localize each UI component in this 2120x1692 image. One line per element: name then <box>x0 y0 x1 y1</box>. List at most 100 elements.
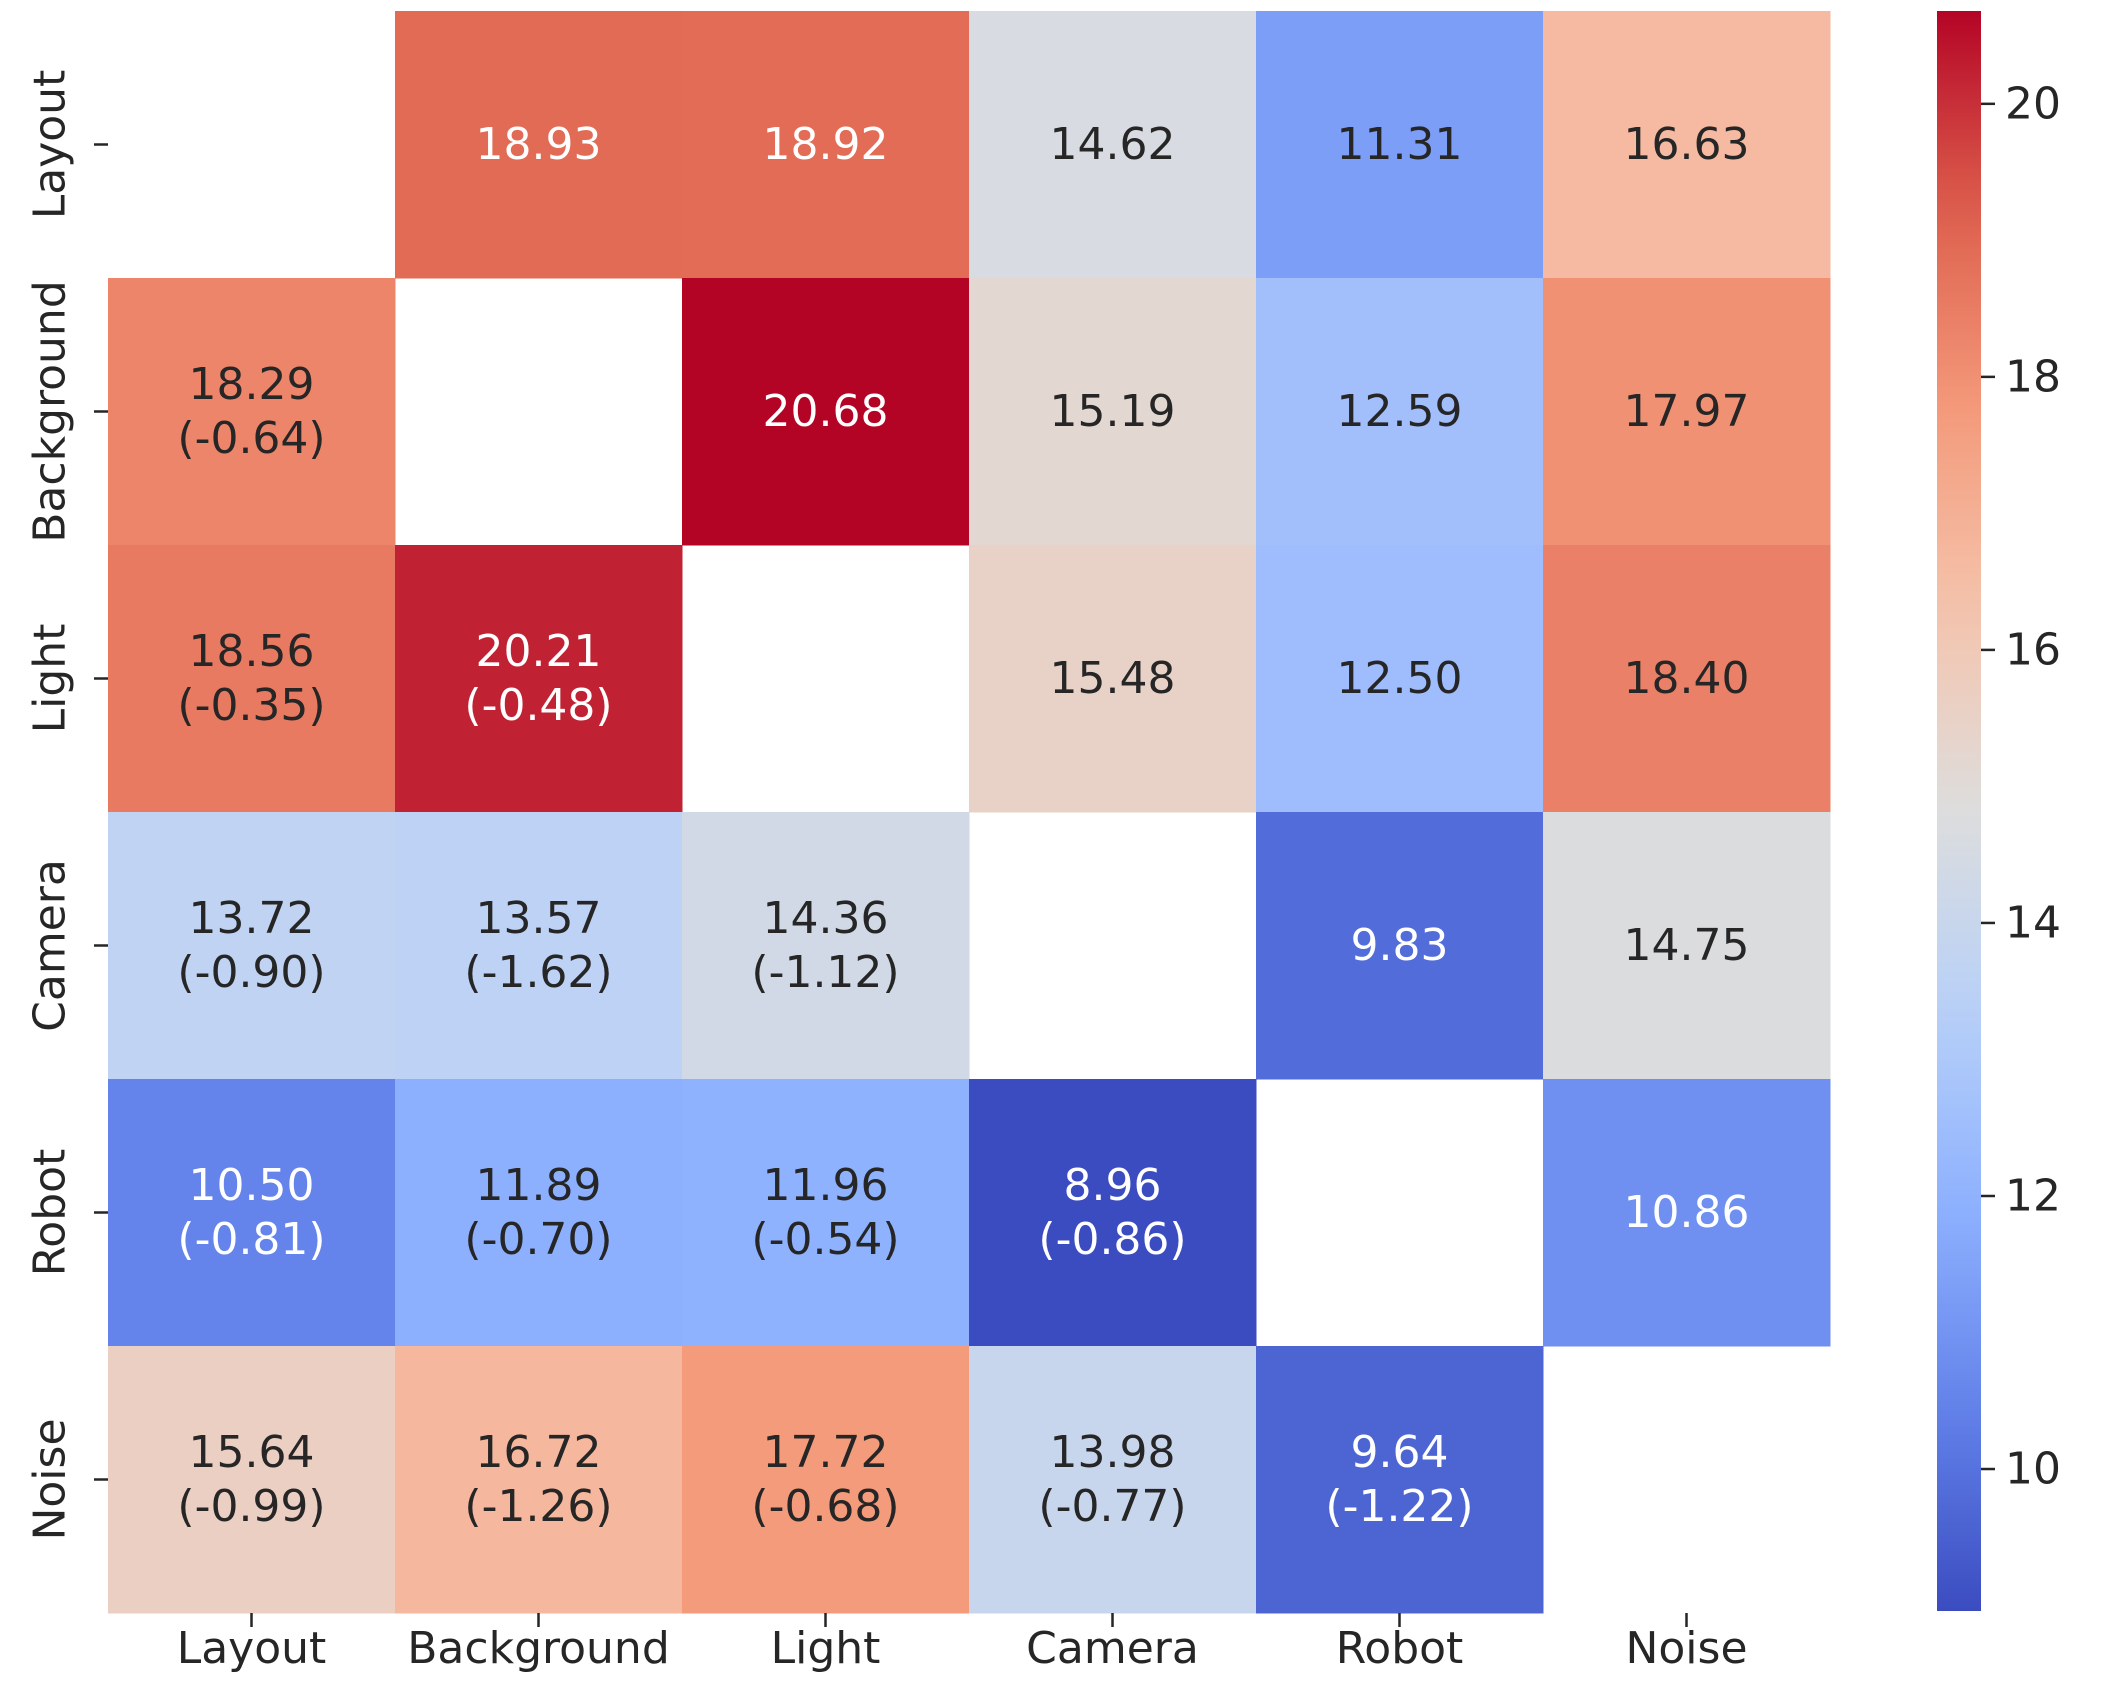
x-tick-label: Light <box>771 1623 881 1674</box>
cell-value-label: 20.68 <box>763 386 889 437</box>
cell-delta-label: (-0.48) <box>464 680 612 731</box>
cell-value-label: 15.48 <box>1050 653 1176 704</box>
cell-delta-label: (-0.54) <box>751 1214 899 1265</box>
cell-delta-label: (-0.90) <box>177 947 325 998</box>
y-tick-label: Background <box>25 280 76 543</box>
heatmap-cell <box>969 278 1257 546</box>
heatmap-cell <box>108 278 396 546</box>
heatmap-cell <box>395 11 683 279</box>
cell-value-label: 10.86 <box>1624 1187 1750 1238</box>
heatmap-cell <box>682 1346 970 1614</box>
x-tick-label: Layout <box>177 1623 327 1674</box>
heatmap-cell <box>395 545 683 813</box>
x-axis: Layout Background Light Camera Robot Noise <box>177 1613 1748 1674</box>
heatmap-cell <box>108 1079 396 1347</box>
cell-value-label: 15.64 <box>189 1427 315 1478</box>
colorbar-tick-label: 20 <box>2005 78 2061 129</box>
colorbar-tick-label: 16 <box>2005 624 2061 675</box>
cell-delta-label: (-0.99) <box>177 1481 325 1532</box>
cell-delta-label: (-1.22) <box>1325 1481 1473 1532</box>
heatmap-cell <box>108 545 396 813</box>
heatmap-cell <box>1543 278 1831 546</box>
cell-delta-label: (-1.12) <box>751 947 899 998</box>
cell-value-label: 15.19 <box>1050 386 1176 437</box>
y-tick-label: Robot <box>25 1149 76 1277</box>
cell-value-label: 11.89 <box>476 1160 602 1211</box>
cell-value-label: 11.31 <box>1337 119 1463 170</box>
heatmap-cell <box>969 11 1257 279</box>
y-tick-label: Layout <box>25 70 76 220</box>
heatmap-cell <box>969 1346 1257 1614</box>
cell-value-label: 18.92 <box>763 119 889 170</box>
heatmap-cell <box>1256 11 1544 279</box>
x-tick-label: Background <box>407 1623 670 1674</box>
cell-value-label: 17.97 <box>1624 386 1750 437</box>
x-tick-label: Robot <box>1336 1623 1464 1674</box>
colorbar-tick-label: 12 <box>2005 1170 2061 1221</box>
cell-value-label: 13.98 <box>1050 1427 1176 1478</box>
y-tick-label: Noise <box>25 1418 76 1540</box>
cell-value-label: 9.64 <box>1351 1427 1449 1478</box>
colorbar-tick-label: 14 <box>2005 897 2061 948</box>
cell-value-label: 20.21 <box>476 626 602 677</box>
cell-value-label: 16.63 <box>1624 119 1750 170</box>
colorbar-tick-label: 10 <box>2005 1444 2061 1495</box>
heatmap-cell <box>1256 278 1544 546</box>
cell-value-label: 12.59 <box>1337 386 1463 437</box>
heatmap-cell <box>108 812 396 1080</box>
heatmap-cell <box>682 812 970 1080</box>
cell-delta-label: (-1.26) <box>464 1481 612 1532</box>
y-tick-label: Light <box>25 624 76 734</box>
cell-value-label: 10.50 <box>189 1160 315 1211</box>
heatmap-cell <box>682 278 970 546</box>
cell-value-label: 14.62 <box>1050 119 1176 170</box>
cell-delta-label: (-0.81) <box>177 1214 325 1265</box>
cell-value-label: 13.72 <box>189 893 315 944</box>
heatmap-cell <box>108 1346 396 1614</box>
cell-value-label: 14.75 <box>1624 920 1750 971</box>
colorbar: 10 12 14 16 18 20 <box>1937 11 2061 1611</box>
heatmap-cell <box>395 812 683 1080</box>
y-axis: Layout Background Light Camera Robot Noise <box>25 70 108 1541</box>
heatmap-cell <box>969 1079 1257 1347</box>
heatmap-cell <box>682 11 970 279</box>
cell-value-label: 13.57 <box>476 893 602 944</box>
heatmap-cell <box>1256 545 1544 813</box>
cell-delta-label: (-1.62) <box>464 947 612 998</box>
cell-value-label: 16.72 <box>476 1427 602 1478</box>
cell-value-label: 11.96 <box>763 1160 889 1211</box>
heatmap-cell <box>395 1346 683 1614</box>
heatmap-cell <box>1543 11 1831 279</box>
heatmap-cells <box>108 11 1831 1614</box>
cell-delta-label: (-0.64) <box>177 413 325 464</box>
cell-value-label: 18.40 <box>1624 653 1750 704</box>
cell-delta-label: (-0.35) <box>177 680 325 731</box>
heatmap-cell <box>1543 1079 1831 1347</box>
heatmap-cell <box>1543 545 1831 813</box>
y-tick-label: Camera <box>25 859 76 1032</box>
colorbar-ticks: 10 12 14 16 18 20 <box>1981 78 2061 1495</box>
cell-value-label: 12.50 <box>1337 653 1463 704</box>
cell-value-label: 14.36 <box>763 893 889 944</box>
cell-value-label: 17.72 <box>763 1427 889 1478</box>
x-tick-label: Noise <box>1625 1623 1747 1674</box>
heatmap-cell <box>1256 812 1544 1080</box>
cell-delta-label: (-0.68) <box>751 1481 899 1532</box>
heatmap-cell <box>1256 1346 1544 1614</box>
cell-value-label: 18.56 <box>189 626 315 677</box>
cell-value-label: 18.93 <box>476 119 602 170</box>
heatmap-cell <box>395 1079 683 1347</box>
colorbar-tick-label: 18 <box>2005 351 2061 402</box>
x-tick-label: Camera <box>1026 1623 1199 1674</box>
heatmap-cell <box>969 545 1257 813</box>
cell-value-label: 18.29 <box>189 359 315 410</box>
cell-value-label: 8.96 <box>1064 1160 1162 1211</box>
cell-delta-label: (-0.77) <box>1038 1481 1186 1532</box>
cell-delta-label: (-0.70) <box>464 1214 612 1265</box>
heatmap-cell <box>1543 812 1831 1080</box>
cell-value-label: 9.83 <box>1351 920 1449 971</box>
cell-delta-label: (-0.86) <box>1038 1214 1186 1265</box>
heatmap-cell-labels: 18.93 18.92 14.62 11.31 16.63 18.29(-0.64) 20.… <box>177 119 1749 1532</box>
colorbar-gradient <box>1937 11 1981 1611</box>
